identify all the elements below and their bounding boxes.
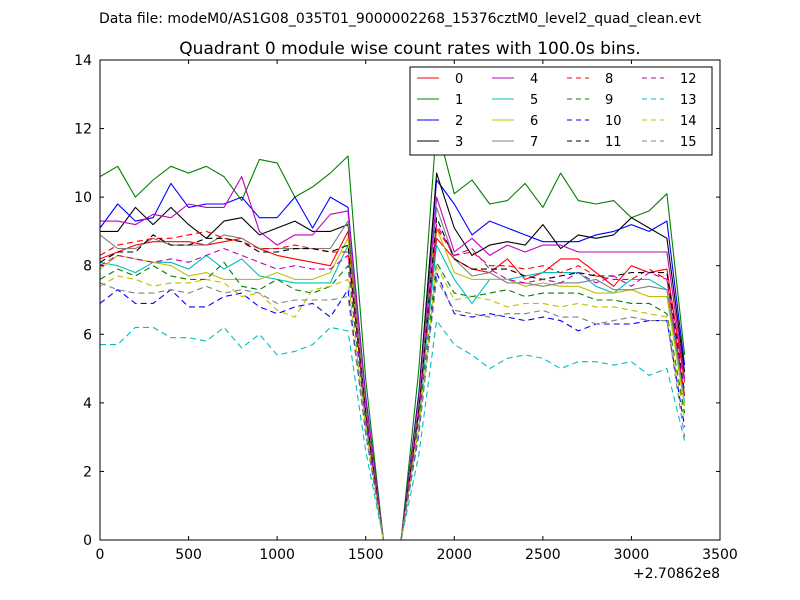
y-tick-label: 12 [74, 122, 92, 138]
legend-label-4: 4 [530, 72, 538, 87]
legend-label-12: 12 [680, 72, 697, 87]
legend-label-15: 15 [680, 135, 697, 150]
legend-label-0: 0 [455, 72, 463, 87]
legend-label-2: 2 [455, 114, 463, 129]
y-tick-label: 10 [74, 190, 92, 206]
legend-label-1: 1 [455, 93, 463, 108]
y-tick-label: 0 [83, 533, 92, 549]
plot-frame [99, 59, 721, 541]
legend-label-5: 5 [530, 93, 538, 108]
legend-label-11: 11 [605, 135, 622, 150]
legend-label-10: 10 [605, 114, 622, 129]
y-tick-label: 14 [74, 53, 92, 69]
legend-frame [409, 66, 713, 156]
x-tick-label: 2500 [525, 547, 561, 563]
legend-label-3: 3 [455, 135, 463, 150]
x-tick-label: 2000 [436, 547, 472, 563]
series-line-12 [99, 224, 686, 541]
y-tick-label: 8 [83, 259, 92, 275]
legend-label-8: 8 [605, 72, 613, 87]
figure-suptitle: Data file: modeM0/AS1G08_035T01_90000022… [99, 11, 701, 27]
legend-label-7: 7 [530, 135, 538, 150]
x-tick-label: 1500 [348, 547, 384, 563]
x-axis-offset-label: +2.70862e8 [633, 566, 720, 582]
x-tick-label: 1000 [259, 547, 295, 563]
legend-label-13: 13 [680, 93, 697, 108]
x-tick-label: 500 [175, 547, 202, 563]
legend-label-9: 9 [605, 93, 613, 108]
series-line-13 [100, 320, 686, 541]
y-tick-label: 2 [83, 464, 92, 480]
y-tick-label: 4 [83, 396, 92, 412]
legend-label-14: 14 [680, 114, 697, 129]
x-tick-label: 3500 [702, 547, 738, 563]
legend-label-6: 6 [530, 114, 538, 129]
y-tick-label: 6 [83, 327, 92, 343]
x-tick-label: 0 [96, 547, 105, 563]
chart-title: Quadrant 0 module wise count rates with … [179, 39, 640, 59]
x-tick-label: 3000 [614, 547, 650, 563]
